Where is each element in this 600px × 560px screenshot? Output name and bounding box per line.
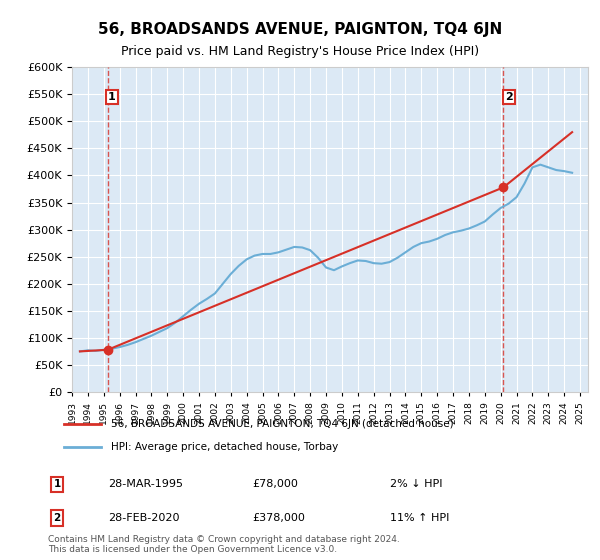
Text: 2: 2 xyxy=(53,513,61,523)
Text: £378,000: £378,000 xyxy=(252,513,305,523)
Text: Price paid vs. HM Land Registry's House Price Index (HPI): Price paid vs. HM Land Registry's House … xyxy=(121,45,479,58)
Text: 1: 1 xyxy=(108,92,116,102)
Text: 56, BROADSANDS AVENUE, PAIGNTON, TQ4 6JN (detached house): 56, BROADSANDS AVENUE, PAIGNTON, TQ4 6JN… xyxy=(112,419,454,429)
Text: 1: 1 xyxy=(53,479,61,489)
Text: HPI: Average price, detached house, Torbay: HPI: Average price, detached house, Torb… xyxy=(112,442,338,452)
Text: Contains HM Land Registry data © Crown copyright and database right 2024.
This d: Contains HM Land Registry data © Crown c… xyxy=(48,535,400,554)
Text: 28-FEB-2020: 28-FEB-2020 xyxy=(108,513,179,523)
Text: 11% ↑ HPI: 11% ↑ HPI xyxy=(390,513,449,523)
Text: 2% ↓ HPI: 2% ↓ HPI xyxy=(390,479,443,489)
Text: 28-MAR-1995: 28-MAR-1995 xyxy=(108,479,183,489)
Text: 2: 2 xyxy=(505,92,512,102)
Text: £78,000: £78,000 xyxy=(252,479,298,489)
Text: 56, BROADSANDS AVENUE, PAIGNTON, TQ4 6JN: 56, BROADSANDS AVENUE, PAIGNTON, TQ4 6JN xyxy=(98,22,502,38)
